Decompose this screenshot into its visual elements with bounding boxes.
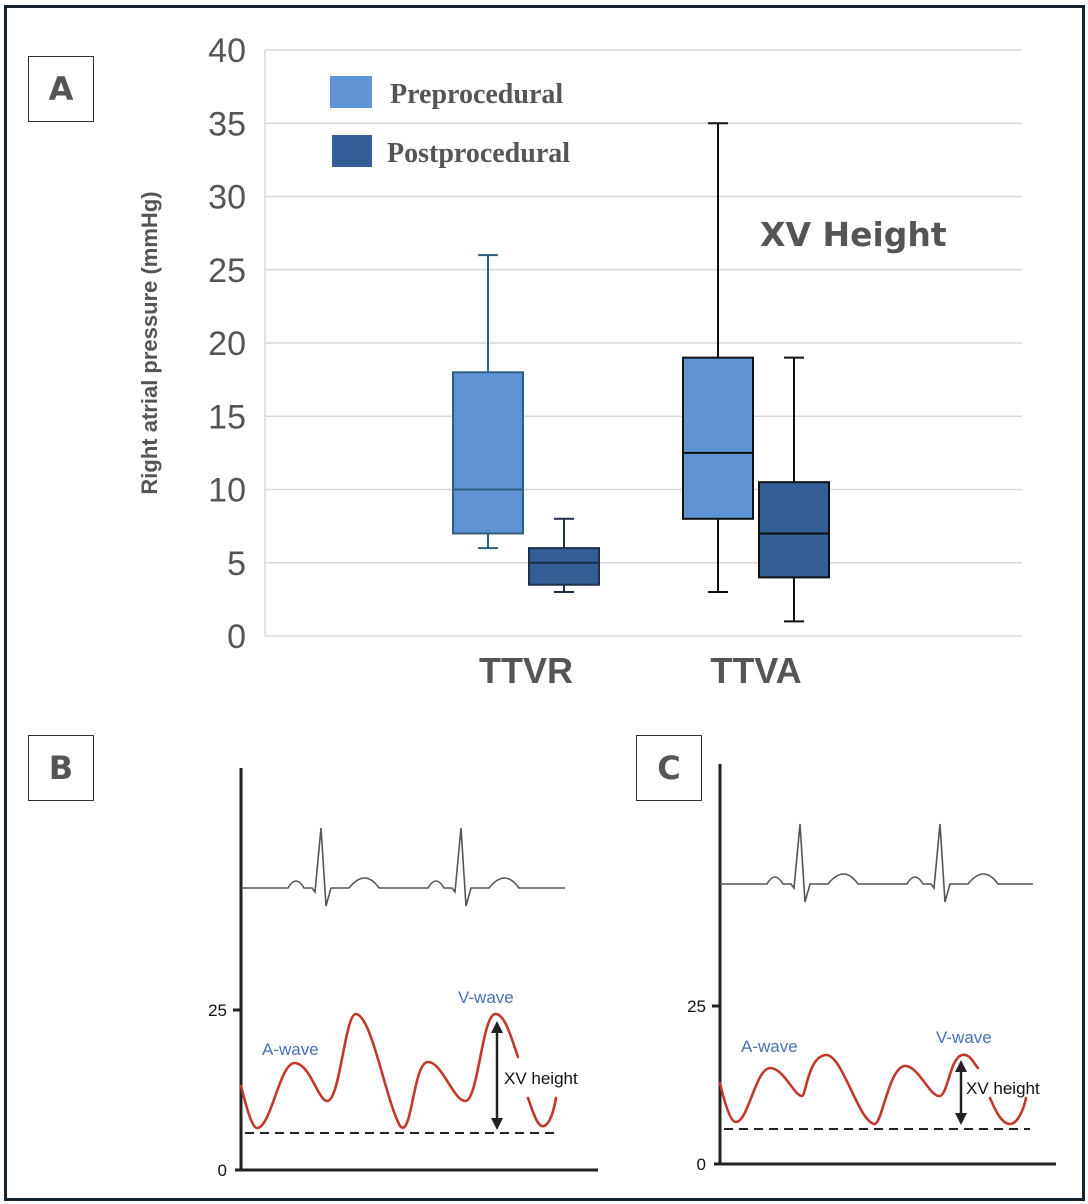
- pressure-wave-tail: [526, 1096, 558, 1128]
- chart-a: 0 5 10 15 20 25 30 35 40 Right atrial pressure (m…: [137, 32, 1022, 691]
- arrowhead-up-icon: [955, 1060, 967, 1072]
- pressure-wave-tail: [988, 1096, 1028, 1126]
- arrowhead-up-icon: [491, 1021, 503, 1033]
- panel-label-a: A: [28, 56, 94, 122]
- a-wave-label: A-wave: [741, 1037, 798, 1056]
- legend-swatch-preprocedural: [330, 76, 372, 108]
- v-wave-label: V-wave: [936, 1028, 992, 1047]
- panel-label-b: B: [28, 735, 94, 801]
- y-tick-label: 30: [208, 179, 246, 217]
- y-tick-label: 40: [208, 32, 246, 70]
- y-tick-label: 15: [208, 398, 246, 436]
- panel-c-waveform: 25 0 A-wave V-wave XV height: [687, 764, 1056, 1174]
- chart-annotation: XV Height: [760, 215, 947, 254]
- ecg-trace: [720, 823, 1033, 903]
- box-iqr: [528, 547, 600, 586]
- y-tick-label: 10: [208, 472, 246, 510]
- y-tick-label: 0: [227, 618, 246, 656]
- box-preprocedural-ttvr: [452, 254, 524, 550]
- figure-frame: [4, 5, 1085, 1201]
- a-wave-label: A-wave: [262, 1040, 319, 1059]
- xv-height-label: XV height: [504, 1069, 578, 1088]
- legend-label-postprocedural: Postprocedural: [387, 138, 570, 169]
- arrowhead-down-icon: [491, 1118, 503, 1130]
- x-category-label: TTVR: [479, 650, 573, 691]
- v-wave-label: V-wave: [458, 988, 514, 1007]
- ecg-trace: [241, 827, 565, 907]
- box-postprocedural-ttva: [758, 356, 830, 623]
- y-tick-label: 25: [208, 1001, 227, 1020]
- panel-b-waveform: 25 0 A-wave V-wave XV height: [208, 768, 598, 1180]
- xv-height-label: XV height: [966, 1079, 1040, 1098]
- pressure-wave: [239, 1012, 520, 1130]
- legend-label-preprocedural: Preprocedural: [390, 79, 563, 110]
- y-tick-label: 20: [208, 325, 246, 363]
- box-iqr: [758, 481, 830, 579]
- y-tick-label: 5: [227, 545, 246, 583]
- box-iqr: [682, 356, 754, 520]
- pressure-wave: [718, 1053, 980, 1126]
- y-tick-label: 0: [218, 1161, 227, 1180]
- y-axis-label: Right atrial pressure (mmHg): [137, 191, 162, 494]
- box-iqr: [452, 371, 524, 535]
- legend-swatch-postprocedural: [332, 135, 372, 167]
- x-category-label: TTVA: [710, 650, 801, 691]
- panel-label-c: C: [636, 735, 702, 801]
- y-tick-label: 0: [697, 1155, 706, 1174]
- arrowhead-down-icon: [955, 1113, 967, 1125]
- y-tick-label: 35: [208, 105, 246, 143]
- y-tick-label: 25: [687, 997, 706, 1016]
- box-postprocedural-ttvr: [528, 517, 600, 594]
- box-preprocedural-ttva: [682, 122, 754, 594]
- y-tick-label: 25: [208, 252, 246, 290]
